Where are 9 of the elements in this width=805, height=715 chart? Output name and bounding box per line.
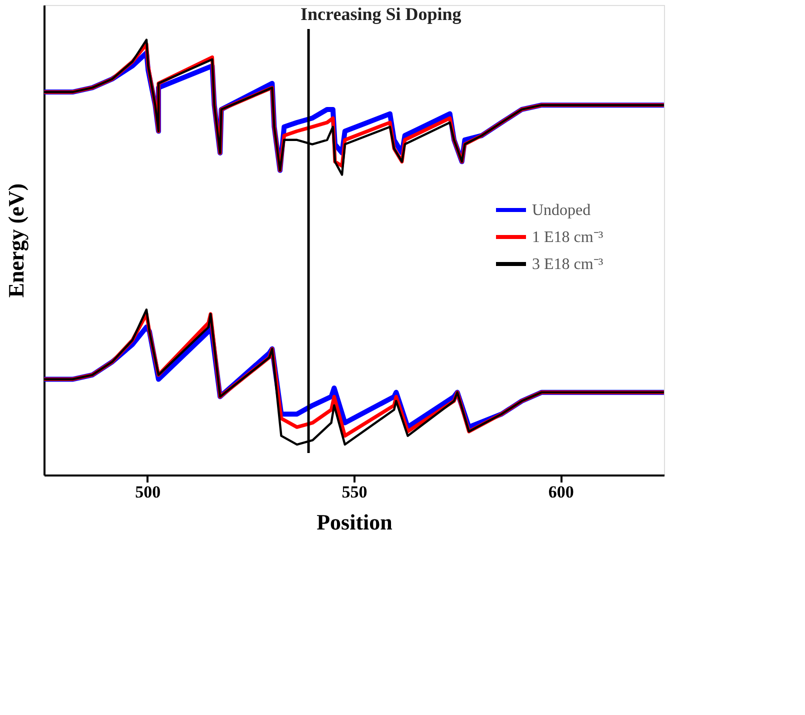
x-tick-label: 500 — [135, 482, 161, 502]
y-axis-title: Energy (eV) — [4, 183, 28, 298]
legend-label: 1 E18 cm⁻³ — [532, 229, 604, 246]
legend-label: Undoped — [532, 202, 591, 219]
legend-label: 3 E18 cm⁻³ — [532, 256, 604, 273]
x-tick-label: 550 — [342, 482, 368, 502]
x-axis-title: Position — [316, 510, 392, 534]
ref-line-label: Increasing Si Doping — [300, 4, 462, 24]
x-tick-label: 600 — [548, 482, 574, 502]
